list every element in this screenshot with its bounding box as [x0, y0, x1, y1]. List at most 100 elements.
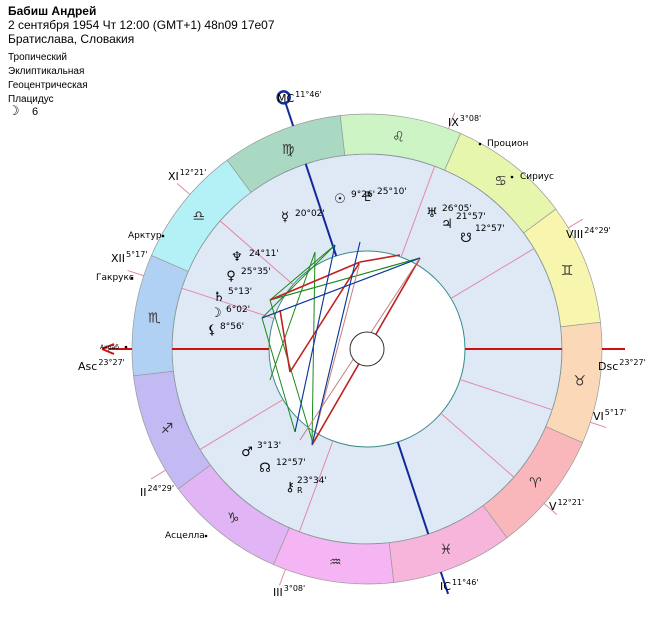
aspect-line — [311, 241, 361, 446]
house-cusp-tick — [284, 103, 295, 127]
planet-position: 6°02' — [226, 305, 250, 315]
planet-position: 8°56' — [220, 322, 244, 332]
setting: Эклиптикальная — [8, 66, 85, 77]
birth-place: Братислава, Словакия — [8, 32, 135, 46]
planet-glyph: ♀ — [226, 269, 236, 284]
aspect-line — [294, 244, 336, 433]
setting: Тропический — [8, 52, 67, 63]
star-name: Гакрукс — [96, 273, 134, 283]
birth-details: 2 сентября 1954 Чт 12:00 (GMT+1) 48n09 1… — [8, 18, 275, 32]
setting: Геоцентрическая — [8, 80, 88, 91]
planet-glyph: ♄ — [213, 290, 225, 305]
house-degree: 11°46' — [452, 578, 479, 587]
planet-glyph: ♃ — [441, 217, 453, 232]
star-name: Процион — [487, 139, 528, 149]
aspect-line — [261, 257, 421, 319]
house-label: Asc — [78, 360, 97, 373]
planet-glyph: ♅ — [426, 206, 438, 221]
sign-glyph: ♊ — [561, 263, 574, 279]
asc-arrow — [101, 343, 115, 355]
house-cusp — [181, 287, 275, 319]
sign-glyph: ♐ — [161, 421, 174, 437]
planet-glyph: ☋ — [460, 231, 472, 246]
planet-position: 12°57' — [475, 224, 505, 234]
setting: Плацидус — [8, 94, 54, 105]
mc-marker — [276, 90, 291, 105]
planet-glyph: ☿ — [281, 210, 289, 225]
house-cusp-tick — [568, 218, 584, 229]
house-degree: 5°17' — [126, 250, 147, 259]
house-cusp-tick — [150, 469, 166, 480]
house-cusp — [440, 413, 515, 478]
star-name: Сириус — [520, 172, 554, 182]
planet-position: 12°57' — [276, 458, 306, 468]
sign-glyph: ♎ — [192, 208, 205, 224]
star-marker — [478, 142, 482, 146]
sign-glyph: ♍ — [282, 142, 295, 158]
house-cusp-tick — [590, 421, 607, 429]
aspect-line — [279, 309, 291, 373]
moon-setting-value: 6 — [32, 106, 39, 118]
planet-position: 25°10' — [377, 187, 407, 197]
house-degree: 23°27' — [98, 358, 125, 367]
house-degree: 5°17' — [605, 408, 626, 417]
planet-glyph: ♇ — [362, 190, 374, 205]
moon-setting-glyph: ☽ — [8, 104, 20, 119]
house-cusp-tick — [543, 503, 558, 516]
house-degree: 11°46' — [295, 90, 322, 99]
planet-position: 20°02' — [295, 209, 325, 219]
planet-position: 21°57' — [456, 212, 486, 222]
house-cusp — [298, 440, 334, 533]
planet-glyph: ☽ — [210, 306, 222, 321]
person-name: Бабиш Андрей — [8, 4, 97, 18]
sign-segment — [388, 505, 508, 583]
planet-glyph: ♂ — [241, 445, 253, 460]
sign-glyph: ♋ — [494, 174, 507, 190]
house-label: IC — [440, 580, 451, 593]
house-label: XI — [168, 170, 179, 183]
house-label: VIII — [566, 228, 583, 241]
star-marker — [124, 345, 128, 349]
sign-glyph: ♏ — [148, 310, 161, 326]
house-label: XII — [111, 252, 125, 265]
house-cusp-tick — [439, 571, 450, 595]
house-cusp — [450, 248, 535, 299]
house-degree: 3°08' — [460, 114, 481, 123]
aspect-line — [269, 257, 421, 301]
house-degree: 23°27' — [619, 358, 646, 367]
planet-position: 25°35' — [241, 267, 271, 277]
planet-glyph: ☉ — [334, 192, 346, 207]
planet-position: 23°34' — [297, 476, 327, 486]
house-label: V — [549, 500, 557, 513]
star-name: Акраб — [100, 344, 119, 351]
house-cusp — [396, 441, 430, 535]
house-label: Dsc — [598, 360, 618, 373]
house-cusp-tick — [176, 182, 191, 195]
sign-glyph: ♌ — [392, 129, 405, 145]
center-circle — [349, 331, 385, 367]
planet-glyph: ♆ — [231, 250, 243, 265]
house-cusp — [400, 165, 436, 258]
planet-retrograde: R — [297, 486, 303, 495]
star-name: Асцелла — [165, 531, 205, 541]
aspect-line — [289, 261, 361, 373]
house-cusp — [199, 399, 284, 450]
planet-position: 26°05' — [442, 204, 472, 214]
sign-glyph: ♓ — [440, 542, 453, 558]
aspect-line — [261, 317, 296, 433]
planet-glyph: ⚷ — [285, 480, 295, 495]
house-degree: 12°21' — [558, 498, 585, 507]
house-degree: 12°21' — [180, 168, 207, 177]
planet-glyph: ⚸ — [207, 323, 217, 338]
house-label: IX — [448, 116, 459, 129]
house-label: MC — [277, 92, 294, 105]
house-label: VI — [593, 410, 604, 423]
star-marker — [161, 234, 165, 238]
house-degree: 24°29' — [148, 484, 175, 493]
aspect-line — [311, 251, 316, 446]
sign-glyph: ♒ — [329, 555, 342, 571]
sign-glyph: ♑ — [227, 510, 240, 526]
aspect-line — [359, 254, 401, 263]
house-cusp — [459, 379, 553, 411]
